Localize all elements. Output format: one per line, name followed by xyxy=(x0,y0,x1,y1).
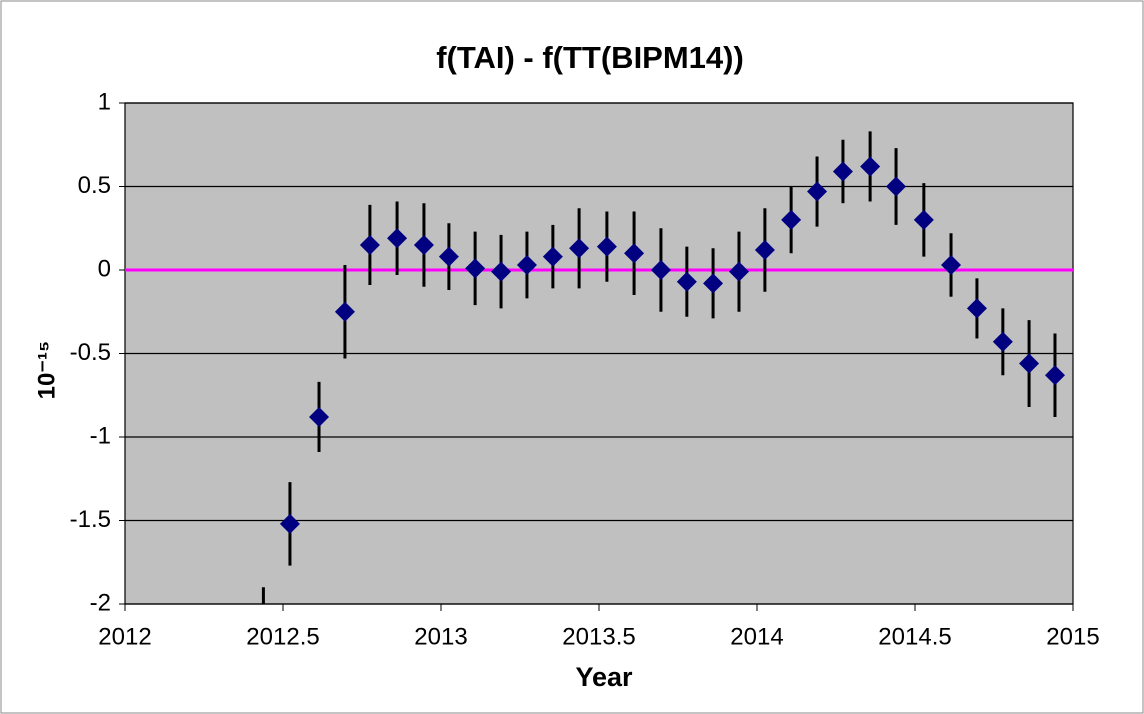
data-point xyxy=(542,246,563,267)
data-point xyxy=(966,298,987,319)
data-point xyxy=(832,161,853,182)
data-point xyxy=(569,238,590,259)
y-tick-label: 0.5 xyxy=(78,172,111,199)
data-point xyxy=(754,239,775,260)
data-point xyxy=(728,261,749,282)
data-point xyxy=(279,513,300,534)
data-point xyxy=(992,331,1013,352)
data-point xyxy=(309,406,330,427)
y-axis-label: 10⁻¹⁵ xyxy=(33,341,60,400)
data-point xyxy=(624,243,645,264)
data-point xyxy=(1044,365,1065,386)
data-point xyxy=(886,176,907,197)
y-tick-label: 0 xyxy=(98,255,111,282)
data-point xyxy=(413,234,434,255)
data-point xyxy=(781,209,802,230)
data-point xyxy=(334,301,355,322)
data-point xyxy=(516,254,537,275)
data-point xyxy=(359,234,380,255)
x-tick-label: 2014 xyxy=(730,623,783,650)
y-tick-label: -1 xyxy=(90,422,111,449)
x-tick-label: 2012.5 xyxy=(246,623,319,650)
y-tick-label: -2 xyxy=(90,589,111,616)
x-tick-label: 2014.5 xyxy=(878,623,951,650)
data-point xyxy=(650,260,671,280)
data-layer xyxy=(261,131,1065,604)
data-point xyxy=(703,273,724,294)
data-point xyxy=(860,156,881,177)
data-point xyxy=(913,209,934,230)
data-point xyxy=(438,246,459,267)
data-point xyxy=(491,261,512,282)
x-tick-label: 2012 xyxy=(98,623,151,650)
x-tick-label: 2013 xyxy=(414,623,467,650)
data-point xyxy=(387,228,408,249)
data-point xyxy=(465,258,486,279)
x-tick-label: 2015 xyxy=(1046,623,1099,650)
chart-title: f(TAI) - f(TT(BIPM14)) xyxy=(436,40,744,75)
y-tick-label: -1.5 xyxy=(70,506,111,533)
data-point xyxy=(596,236,617,257)
data-point xyxy=(676,271,697,292)
data-point xyxy=(1019,353,1040,374)
y-tick-label: -0.5 xyxy=(70,339,111,366)
x-axis-label: Year xyxy=(575,662,633,692)
x-tick-label: 2013.5 xyxy=(562,623,635,650)
y-tick-label: 1 xyxy=(98,88,111,115)
data-point xyxy=(941,254,962,275)
data-point xyxy=(807,181,828,202)
plot-border xyxy=(124,102,1074,605)
